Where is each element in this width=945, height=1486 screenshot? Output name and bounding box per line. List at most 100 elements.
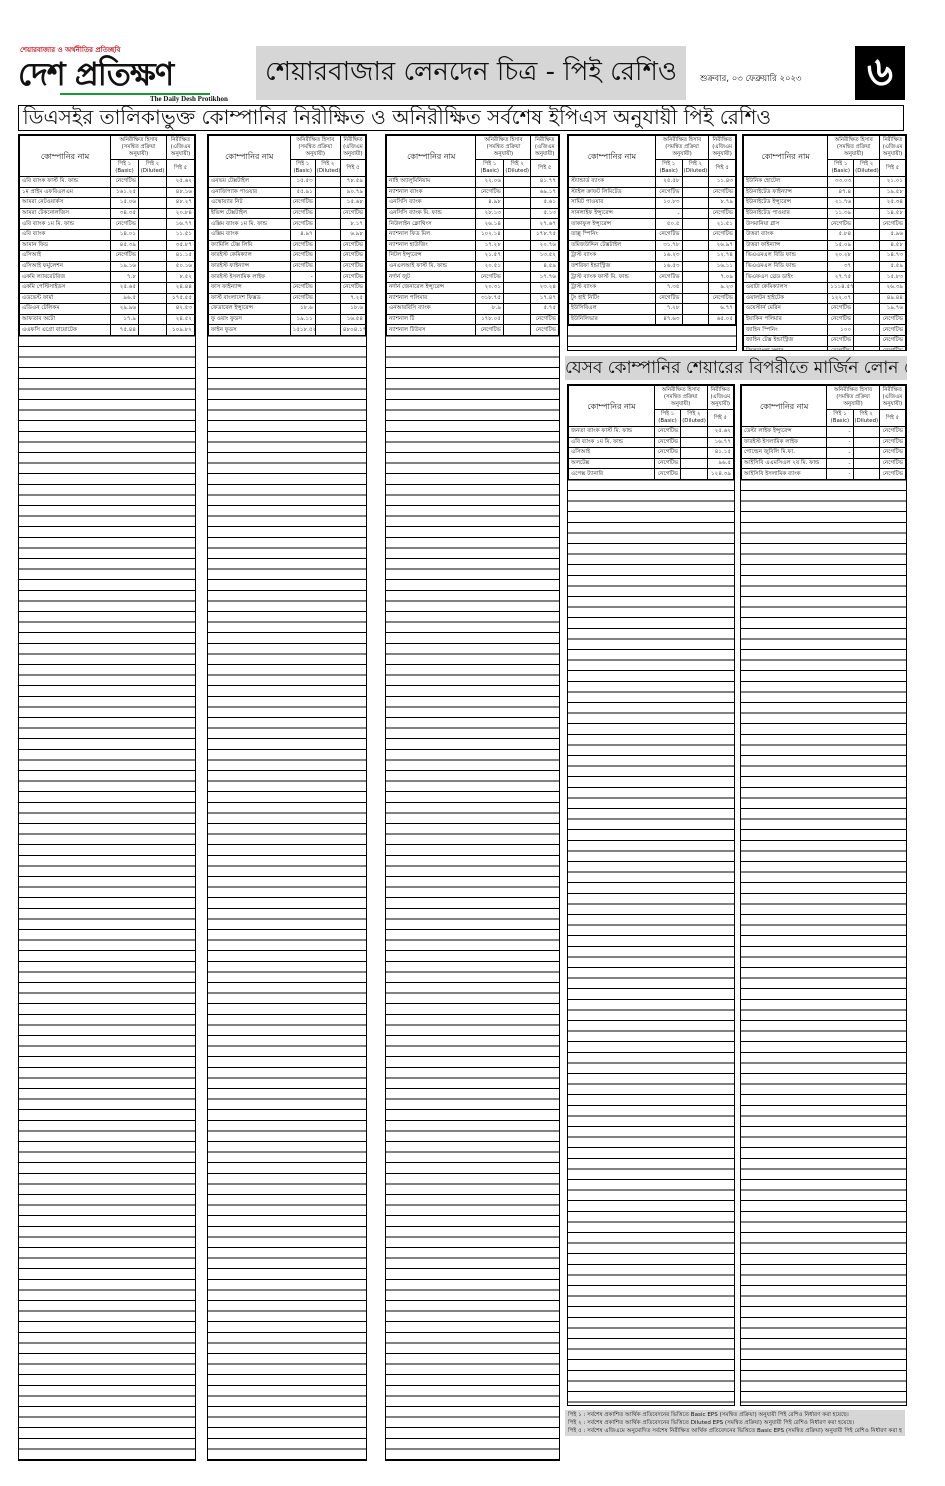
table-row: ন্যাশনাল হাউজিং ১৭.২৮ ২০.৭৬ [386, 239, 559, 252]
pe1-value: নেগেটিভ [289, 281, 316, 294]
company-name: এবি ব্যাংক [19, 228, 111, 241]
pe5-value: নেগেটিভ [339, 250, 366, 262]
pe1-value: ১০.৮৩ [654, 197, 683, 209]
pe1-value: ২০.৫১ [475, 260, 504, 273]
pe2-value [502, 313, 532, 326]
pe5-value: ৪১.৭৭ [530, 176, 559, 188]
table-row: ইয়াকিন পলিমার নেগেটিভ নেগেটিভ [743, 313, 906, 326]
company-name: ট্রাস্ট ব্যাংক ফার্স্ট মি. ফান্ড [568, 271, 656, 283]
company-name: আমরা টেকনোলজিস [19, 207, 111, 220]
company-name: ফেডারেল ইন্স্যুরেন্স [208, 303, 291, 315]
table-row: ফাইন ফুডস ১৫১৮.৫২ ৪৮০৪.১৭ [208, 324, 366, 336]
pe1-value: ১০০ [827, 324, 855, 336]
pe1-value: ১২২.০৭ [827, 292, 855, 305]
pe2-value [680, 436, 708, 449]
pe5-value: ২৪.৪৪ [166, 281, 195, 294]
pe2-value [502, 186, 532, 199]
company-name: নিটল ইন্স্যুরেন্স [386, 250, 477, 262]
pe5-value: ২০.৮৪ [166, 207, 195, 220]
table-row: এপেক্স ট্যানারি নেগেটিভ ১২৪.৩৯ [568, 468, 734, 480]
pe5-value: নেগেটিভ [339, 260, 366, 273]
company-name: এনভয় টেক্সটাইল [208, 176, 291, 188]
table-row: তাল্লু স্পিনিং নেগেটিভ নেগেটিভ [568, 228, 736, 241]
pe2-value [680, 457, 708, 470]
company-name: এনার্জিপ্যাক পাওয়ার [208, 186, 291, 199]
pe5-value: ১০৯.৮২ [166, 324, 195, 336]
header-unaudited: অনিরীক্ষিত হিসাব (সমন্বিত প্রক্রিয়া অনু… [826, 385, 880, 410]
table-row: ইউনাইটেড ইন্স্যুরেন্স ২১.৭৬ ২৫.৩৪ [743, 197, 906, 209]
company-name: ইউনিক হোটেল [743, 176, 829, 188]
pe2-value [852, 426, 880, 438]
pe-table-col-1: কোম্পানির নাম অনিরীক্ষিত হিসাব (সমন্বিত … [18, 134, 196, 1461]
pe1-value: নেগেটিভ [653, 426, 682, 438]
pe5-value: ৯৬.৫ [706, 457, 734, 470]
header-unaudited: অনিরীক্ষিত হিসাব (সমন্বিত প্রক্রিয়া অনু… [827, 135, 881, 160]
company-name: এসিআই ফর্মুলেশন [19, 260, 111, 273]
header-unaudited: অনিরীক্ষিত হিসাব (সমন্বিত প্রক্রিয়া অনু… [110, 135, 167, 160]
header-unaudited: অনিরীক্ষিত হিসাব (সমন্বিত প্রক্রিয়া অনু… [289, 135, 341, 160]
pe1-value: ১৯.১১ [289, 313, 316, 326]
company-name: স্টাইল ক্রাফট লিমিটেড [568, 186, 656, 199]
pe1-value: ৩৪.৩৫ [110, 207, 139, 220]
pe2-value [138, 176, 167, 188]
table-row: ইউসিবিএল ৭.২৮ ৬.৭৭ [568, 303, 736, 315]
pe2-value [681, 313, 710, 326]
pe1-value: ১৬.২৩ [654, 250, 683, 262]
header-pe5: পিই ৫ [339, 159, 366, 177]
table-row: ফারইস্ট ইসলামিক লাইফ - নেগেটিভ [741, 436, 906, 449]
table-row: নর্দার্ন জুট নেগেটিভ ১৭.৭৬ [386, 271, 559, 283]
table-row: এবি ব্যাংক ফার্স্ট মি. ফান্ড নেগেটিভ ২৫.৬২ [19, 176, 195, 188]
table-row: ন্যাশনাল পলিমার ৩১৮.৭৫ ১৭.৪৭ [386, 292, 559, 305]
pe2-value [681, 250, 710, 262]
pe1-value: ২৫.৬৫ [110, 281, 139, 294]
pe-ratio-table: কোম্পানির নাম অনিরীক্ষিত হিসাব (সমন্বিত … [741, 385, 906, 480]
company-name: ন্যাশনাল টিউবস [386, 324, 477, 336]
table-row: আফতাব অটো ১৭.৯ ২৪.৫২ [19, 313, 195, 326]
header-pe1: পিই ১ (Basic) [827, 159, 855, 177]
table-row: ইউনিলিভার ৪৭.৬৩ ৬৫.০৫ [568, 313, 736, 326]
pe2-value [314, 324, 341, 336]
header-audited: নিরীক্ষিত (এজিএম অনুযায়ী) [708, 135, 736, 160]
pe2-value [502, 197, 532, 209]
pe1-value: ৪৫.৩৯ [110, 239, 139, 252]
company-name: ওয়ালটন হাইটেক [743, 292, 829, 305]
pe2-value [681, 292, 710, 305]
pe1-value: ৫০.৫ [654, 218, 683, 230]
pe-ratio-table: কোম্পানির নাম অনিরীক্ষিত হিসাব (সমন্বিত … [568, 135, 736, 326]
pe1-value: ৭৫.৪৪ [110, 324, 139, 336]
table-row: ন্যাশনাল টি ১৭৮.০৫ নেগেটিভ [386, 313, 559, 326]
table-row: নিউলাইন ক্লোথিংস ২৬.১৪ ২৭.৬৭ [386, 218, 559, 230]
pe1-value: ৩১.৭৮ [654, 239, 683, 252]
pe1-value: ১৬.৫৩ [654, 260, 683, 273]
pe5-value: ৫.৭৫ [530, 303, 559, 315]
pe5-value: নেগেটিভ [879, 334, 906, 347]
pe2-value [853, 218, 881, 230]
table-row: ইউনিক হোটেল ৩৩.০৩ ২১.০১ [743, 176, 906, 188]
table-row: এবি ব্যাংক ১ম মি. ফান্ড নেগেটিভ ১৬.৭৭ [568, 436, 734, 449]
header-pe2: পিই ২ (Diluted) [502, 159, 532, 177]
pe5-value: ১৮.৬ [339, 303, 366, 315]
table-row: সামিট পাওয়ার ১০.৮৩ ৮.৭৯ [568, 197, 736, 209]
table-row: ন্যাশনাল ফিড মিল ১০২.১৪ ১৭৮.৭৫ [386, 228, 559, 241]
header-company-name: কোম্পানির নাম [568, 135, 656, 177]
pe1-value: নেগেটিভ [110, 250, 139, 262]
header-pe1: পিই ১ (Basic) [475, 159, 504, 177]
pe5-value: ৪৯.৪৪ [879, 292, 906, 305]
pe5-value: ১৫.৬৮ [339, 197, 366, 209]
pe5-value: ১৭.৪৭ [530, 292, 559, 305]
table-row: এসিআই নেগেটিভ ৪১.১৫ [568, 447, 734, 459]
pe1-value: ২৯.৯৬ [110, 303, 139, 315]
pe2-value [314, 218, 341, 230]
company-name: ফারইস্ট কেমিক্যাল [208, 250, 291, 262]
pe5-value: নেগেটিভ [708, 207, 736, 220]
pe2-value [681, 271, 710, 283]
pe-table-col-3: কোম্পানির নাম অনিরীক্ষিত হিসাব (সমন্বিত … [385, 134, 560, 1461]
pe5-value: ১৭.৭৬ [530, 271, 559, 283]
company-name: ট্রাস্ট ব্যাংক [568, 250, 656, 262]
company-name: ইউনিলিভার [568, 313, 656, 326]
pe5-value: ৮.৭৯ [708, 197, 736, 209]
company-name: নর্দার্ন জেনারেল ইন্স্যুরেন্স [386, 281, 477, 294]
company-name: এনসিসি ব্যাংক [386, 197, 477, 209]
pe2-value [852, 436, 880, 449]
company-name: ফাস ফাইন্যান্স [208, 281, 291, 294]
